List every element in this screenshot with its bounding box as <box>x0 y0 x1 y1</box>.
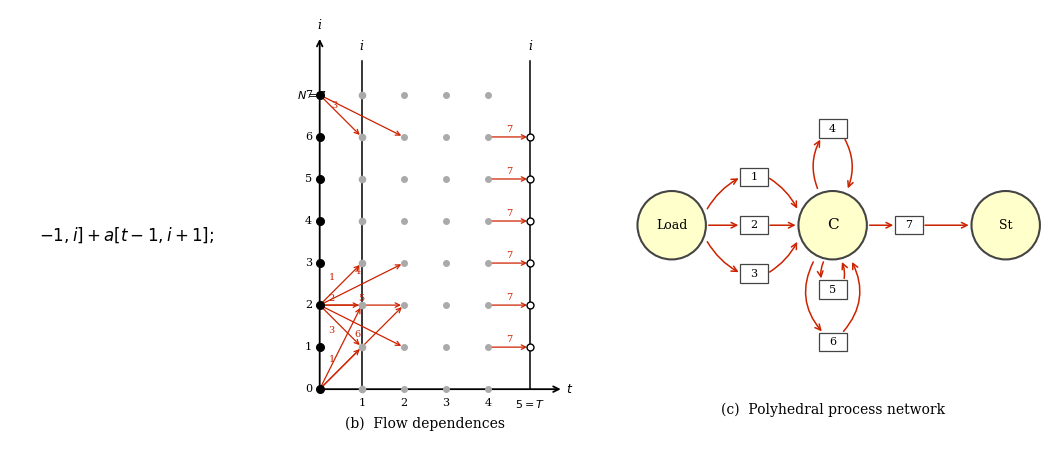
Text: C: C <box>826 218 839 232</box>
Text: 3: 3 <box>331 101 337 110</box>
Text: $N=7$: $N=7$ <box>296 89 327 101</box>
Text: i: i <box>317 19 321 32</box>
Text: 3: 3 <box>305 258 312 268</box>
Text: 4: 4 <box>305 216 312 226</box>
Text: 7: 7 <box>506 335 512 344</box>
FancyBboxPatch shape <box>895 216 923 234</box>
Text: St: St <box>999 219 1013 232</box>
Text: 7: 7 <box>506 209 512 218</box>
FancyBboxPatch shape <box>740 264 768 283</box>
Text: $-1, i] + a[t-1, i+1];$: $-1, i] + a[t-1, i+1];$ <box>39 225 214 244</box>
FancyBboxPatch shape <box>819 119 846 138</box>
Text: 7: 7 <box>306 90 312 100</box>
Text: 7: 7 <box>506 167 512 176</box>
Text: 2: 2 <box>329 294 334 303</box>
Text: 0: 0 <box>305 384 312 394</box>
Text: 2: 2 <box>305 300 312 310</box>
Text: 1: 1 <box>305 342 312 352</box>
Text: $5=T$: $5=T$ <box>514 399 545 410</box>
Text: 4: 4 <box>484 399 491 409</box>
Circle shape <box>638 191 706 259</box>
FancyBboxPatch shape <box>740 216 768 234</box>
Text: 5: 5 <box>358 294 365 303</box>
Text: 3: 3 <box>443 399 449 409</box>
Text: 5: 5 <box>829 285 836 295</box>
Text: 2: 2 <box>750 220 758 230</box>
Text: 1: 1 <box>329 273 334 282</box>
Text: 6: 6 <box>354 330 360 339</box>
Text: 6: 6 <box>305 132 312 142</box>
Text: 3: 3 <box>750 268 758 278</box>
Text: 3: 3 <box>329 326 334 335</box>
Text: 4: 4 <box>829 124 836 134</box>
Circle shape <box>972 191 1040 259</box>
Text: 1: 1 <box>750 172 758 182</box>
Text: 1: 1 <box>329 355 335 364</box>
Circle shape <box>799 191 866 259</box>
Text: 1: 1 <box>358 399 366 409</box>
Text: 2: 2 <box>401 399 407 409</box>
Text: 7: 7 <box>506 293 512 302</box>
Text: 7: 7 <box>905 220 913 230</box>
Text: 7: 7 <box>506 251 512 260</box>
Text: Load: Load <box>656 219 687 232</box>
Text: (c)  Polyhedral process network: (c) Polyhedral process network <box>721 402 944 417</box>
Text: i: i <box>359 40 364 53</box>
FancyBboxPatch shape <box>819 333 846 351</box>
Text: 4: 4 <box>354 267 360 276</box>
Text: 7: 7 <box>506 125 512 134</box>
Text: 5: 5 <box>305 174 312 184</box>
Text: (b)  Flow dependences: (b) Flow dependences <box>345 416 505 431</box>
Text: $t$: $t$ <box>566 383 573 396</box>
Text: 6: 6 <box>829 337 836 347</box>
FancyBboxPatch shape <box>819 280 846 299</box>
FancyBboxPatch shape <box>740 168 768 186</box>
Text: i: i <box>528 40 532 53</box>
